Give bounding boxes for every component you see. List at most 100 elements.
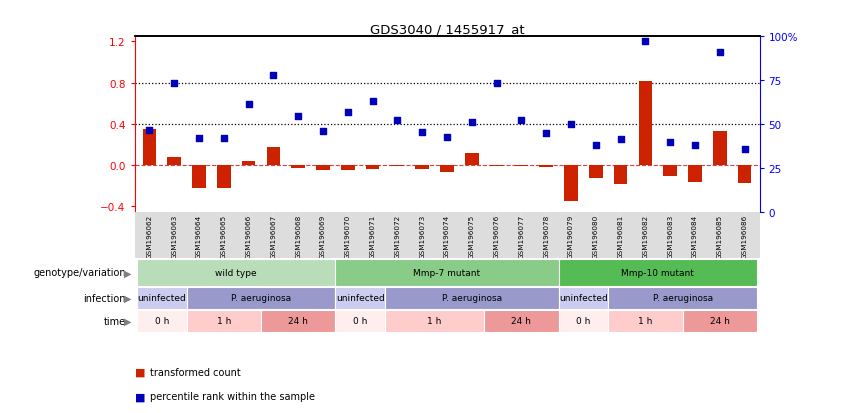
Text: GSM196067: GSM196067 xyxy=(271,214,276,259)
Point xyxy=(266,73,280,80)
Text: 1 h: 1 h xyxy=(217,317,231,326)
Text: ▶: ▶ xyxy=(124,293,132,303)
Bar xyxy=(187,287,335,309)
Text: 1 h: 1 h xyxy=(638,317,653,326)
Bar xyxy=(465,153,478,166)
Bar xyxy=(261,311,335,332)
Bar xyxy=(217,166,231,188)
Text: GSM196062: GSM196062 xyxy=(147,214,153,259)
Text: GSM196065: GSM196065 xyxy=(220,214,227,259)
Text: ■: ■ xyxy=(135,367,145,377)
Point xyxy=(341,109,355,116)
Point xyxy=(639,39,653,45)
Bar xyxy=(385,311,484,332)
Text: Mmp-10 mutant: Mmp-10 mutant xyxy=(621,268,694,277)
Text: GSM196083: GSM196083 xyxy=(667,214,674,259)
Text: ■: ■ xyxy=(135,392,145,401)
Text: wild type: wild type xyxy=(215,268,257,277)
Point xyxy=(564,121,578,128)
Text: GSM196086: GSM196086 xyxy=(741,214,747,259)
Bar xyxy=(515,166,529,167)
Text: 24 h: 24 h xyxy=(288,317,308,326)
Text: GSM196076: GSM196076 xyxy=(494,214,500,259)
Bar xyxy=(440,166,454,173)
Text: GSM196066: GSM196066 xyxy=(246,214,252,259)
Bar xyxy=(316,166,330,171)
Title: GDS3040 / 1455917_at: GDS3040 / 1455917_at xyxy=(370,23,524,36)
Bar xyxy=(490,166,503,167)
Bar xyxy=(564,166,578,202)
Point xyxy=(614,137,628,143)
Bar xyxy=(713,132,727,166)
Text: transformed count: transformed count xyxy=(150,367,241,377)
Point xyxy=(192,136,206,142)
Bar xyxy=(137,259,335,286)
Text: GSM196079: GSM196079 xyxy=(568,214,574,259)
Bar xyxy=(192,166,206,188)
Text: GSM196084: GSM196084 xyxy=(692,214,698,259)
Text: 0 h: 0 h xyxy=(155,317,169,326)
Text: 0 h: 0 h xyxy=(576,317,590,326)
Bar xyxy=(365,166,379,170)
Text: GSM196075: GSM196075 xyxy=(469,214,475,259)
Bar xyxy=(484,311,559,332)
Bar xyxy=(608,287,757,309)
Point xyxy=(688,142,702,148)
Text: 1 h: 1 h xyxy=(427,317,442,326)
Point xyxy=(365,99,379,105)
Bar xyxy=(682,311,757,332)
Bar xyxy=(589,166,602,178)
Text: time: time xyxy=(104,316,126,326)
Bar xyxy=(137,311,187,332)
Point xyxy=(316,128,330,135)
Text: infection: infection xyxy=(83,293,126,303)
Text: uninfected: uninfected xyxy=(137,294,187,303)
Text: GSM196077: GSM196077 xyxy=(518,214,524,259)
Text: GSM196070: GSM196070 xyxy=(345,214,351,259)
Point xyxy=(241,102,255,108)
Text: 24 h: 24 h xyxy=(511,317,531,326)
Text: P. aeruginosa: P. aeruginosa xyxy=(653,294,713,303)
Point xyxy=(713,49,727,56)
Bar xyxy=(688,166,702,182)
Text: GSM196081: GSM196081 xyxy=(618,214,623,259)
Bar xyxy=(559,287,608,309)
Text: GSM196074: GSM196074 xyxy=(444,214,450,259)
Text: P. aeruginosa: P. aeruginosa xyxy=(231,294,291,303)
Text: GSM196073: GSM196073 xyxy=(419,214,425,259)
Text: GSM196072: GSM196072 xyxy=(394,214,400,259)
Bar xyxy=(539,166,553,168)
Bar xyxy=(266,147,280,166)
Bar xyxy=(137,287,187,309)
Bar xyxy=(292,166,305,169)
Text: GSM196068: GSM196068 xyxy=(295,214,301,259)
Bar xyxy=(559,259,757,286)
Point xyxy=(738,146,752,152)
Point xyxy=(415,130,429,136)
Point xyxy=(539,131,553,137)
Point xyxy=(142,128,156,134)
Text: uninfected: uninfected xyxy=(559,294,608,303)
Bar xyxy=(738,166,752,183)
Text: percentile rank within the sample: percentile rank within the sample xyxy=(150,392,315,401)
Point xyxy=(663,140,677,147)
Point xyxy=(168,80,181,87)
Bar xyxy=(335,311,385,332)
Point xyxy=(490,80,503,87)
Point xyxy=(217,136,231,142)
Bar xyxy=(341,166,355,171)
Point xyxy=(589,142,602,148)
Text: P. aeruginosa: P. aeruginosa xyxy=(442,294,502,303)
Point xyxy=(465,119,479,126)
Bar xyxy=(168,157,181,166)
Text: ▶: ▶ xyxy=(124,268,132,278)
Bar xyxy=(385,287,559,309)
Bar xyxy=(663,166,677,177)
Bar xyxy=(142,130,156,166)
Text: uninfected: uninfected xyxy=(336,294,385,303)
Bar xyxy=(391,166,404,167)
Bar xyxy=(242,161,255,166)
Text: GSM196063: GSM196063 xyxy=(171,214,177,259)
Point xyxy=(292,113,306,120)
Text: GSM196085: GSM196085 xyxy=(717,214,723,259)
